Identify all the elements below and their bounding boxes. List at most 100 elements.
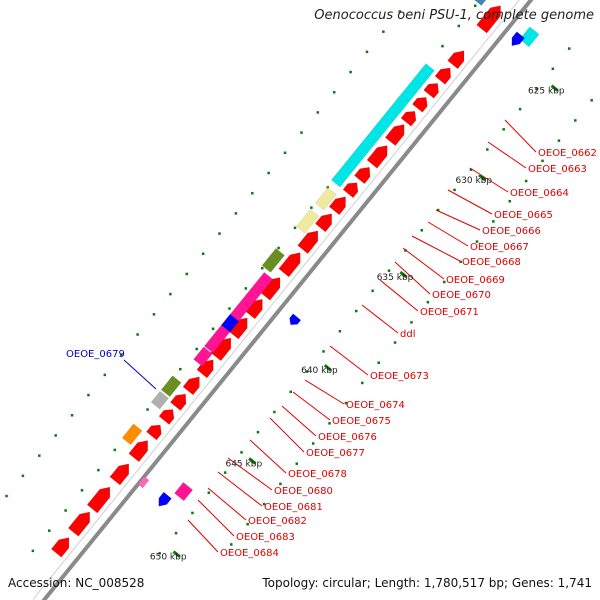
grid-dot (244, 287, 248, 290)
grid-dot (326, 186, 330, 189)
scale-tick-label: 640 kbp (301, 366, 338, 376)
grid-dot (21, 474, 25, 478)
gene-red-arrow (354, 166, 371, 185)
grid-dot (136, 333, 139, 336)
gene-label: OEOE_0680 (274, 486, 333, 497)
gene-labels-layer: OEOE_0662 OEOE_0663 OEOE_0664 OEOE_0665 OEOE… (66, 119, 597, 559)
gene-red-arrow (67, 511, 90, 537)
scale-tick-mark (478, 173, 487, 182)
gene-yellow-block (314, 187, 337, 211)
grid-dot (316, 111, 320, 114)
grid-dot (267, 171, 270, 175)
grid-dot (293, 226, 297, 230)
gene-grey-block (150, 390, 169, 410)
gene-label-leader (435, 209, 481, 231)
scale-tick-mark (248, 457, 257, 465)
gene-label-leader (207, 487, 247, 521)
gene-label-leader (281, 405, 317, 437)
gene-red-arrow (314, 213, 332, 233)
grid-dot (70, 414, 74, 417)
scale-tick-mark (323, 364, 332, 372)
grid-dot (328, 422, 331, 425)
gene-label: OEOE_0671 (420, 307, 479, 318)
grid-dot (442, 280, 446, 284)
gene-red-arrow (328, 196, 346, 216)
gene-red-arrow (297, 230, 319, 254)
gene-red-arrow (447, 50, 465, 70)
grid-dot (393, 341, 397, 344)
gene-red-arrow (434, 67, 451, 85)
gene-label-leader (269, 417, 305, 453)
gene-label: OEOE_0683 (236, 532, 295, 543)
gene-red-arrow (278, 252, 301, 278)
grid-dot (398, 10, 401, 13)
grid-dot (191, 511, 194, 515)
grid-dot (201, 252, 205, 256)
grid-dot (486, 148, 489, 151)
gene-label: OEOE_0664 (510, 188, 569, 199)
grid-dot (218, 232, 221, 235)
gene-label-leader (329, 345, 369, 376)
gene-cyan-block (331, 63, 435, 188)
scale-tick-mark (550, 84, 559, 92)
grid-dot (87, 393, 90, 397)
grid-dot (230, 543, 233, 546)
grid-dot (518, 107, 522, 111)
grid-dot (146, 408, 149, 411)
gene-label-leader (187, 519, 219, 553)
grid-dot (574, 119, 577, 122)
accession-text: Accession: NC_008528 (8, 576, 145, 590)
grid-dot (332, 90, 336, 94)
grid-dot (469, 168, 473, 171)
gene-label: OEOE_0679 (66, 349, 125, 360)
grid-dot (262, 502, 266, 506)
gene-red-arrow (170, 393, 187, 411)
gene-pink-marker (137, 476, 150, 489)
backbone-layer (32, 0, 534, 600)
grid-dot (234, 212, 238, 215)
gene-label: OEOE_0666 (482, 226, 541, 237)
grid-dot (300, 131, 303, 134)
grid-dot (382, 30, 385, 33)
grid-dot (64, 509, 67, 512)
grid-dot (223, 471, 227, 474)
gene-label-leader (227, 457, 273, 491)
grid-dot (277, 246, 280, 250)
grid-dot (246, 523, 249, 526)
gene-olive-block (160, 375, 182, 397)
gene-red-arrow (384, 124, 405, 147)
gene-label-leader (411, 235, 461, 262)
grid-dot (361, 381, 364, 385)
gene-label: OEOE_0663 (528, 164, 587, 175)
gene-label-leader (469, 167, 509, 193)
grid-dot (195, 347, 198, 351)
gene-label: OEOE_0668 (462, 257, 521, 268)
scale-tick-mark (399, 270, 408, 279)
grid-dot (410, 321, 413, 324)
grid-dot (404, 249, 407, 252)
gene-label-leader (447, 189, 493, 215)
grid-dot (551, 67, 555, 71)
gene-label: ddl (400, 329, 415, 340)
grid-dot (207, 491, 211, 494)
grid-dot (289, 390, 292, 394)
grid-dot (103, 373, 107, 377)
gene-label: OEOE_0681 (264, 502, 323, 513)
gene-steelblue-block (474, 0, 487, 6)
gene-label: OEOE_0674 (346, 400, 405, 411)
scale-tick-label: 625 kbp (528, 87, 565, 97)
gene-red-arrow (210, 337, 232, 362)
grid-dot (311, 442, 315, 445)
gene-label-leader (379, 279, 419, 312)
grid-dot (441, 44, 444, 48)
grid-dot (158, 552, 161, 555)
gene-label-leader (394, 261, 431, 295)
gene-red-arrow (50, 537, 70, 558)
gene-magenta-block (174, 481, 194, 502)
grid-dot (47, 529, 51, 532)
grid-dot (310, 206, 313, 209)
gene-label-leader (361, 304, 399, 334)
gene-label: OEOE_0662 (538, 148, 597, 159)
grid-dot (459, 260, 462, 264)
